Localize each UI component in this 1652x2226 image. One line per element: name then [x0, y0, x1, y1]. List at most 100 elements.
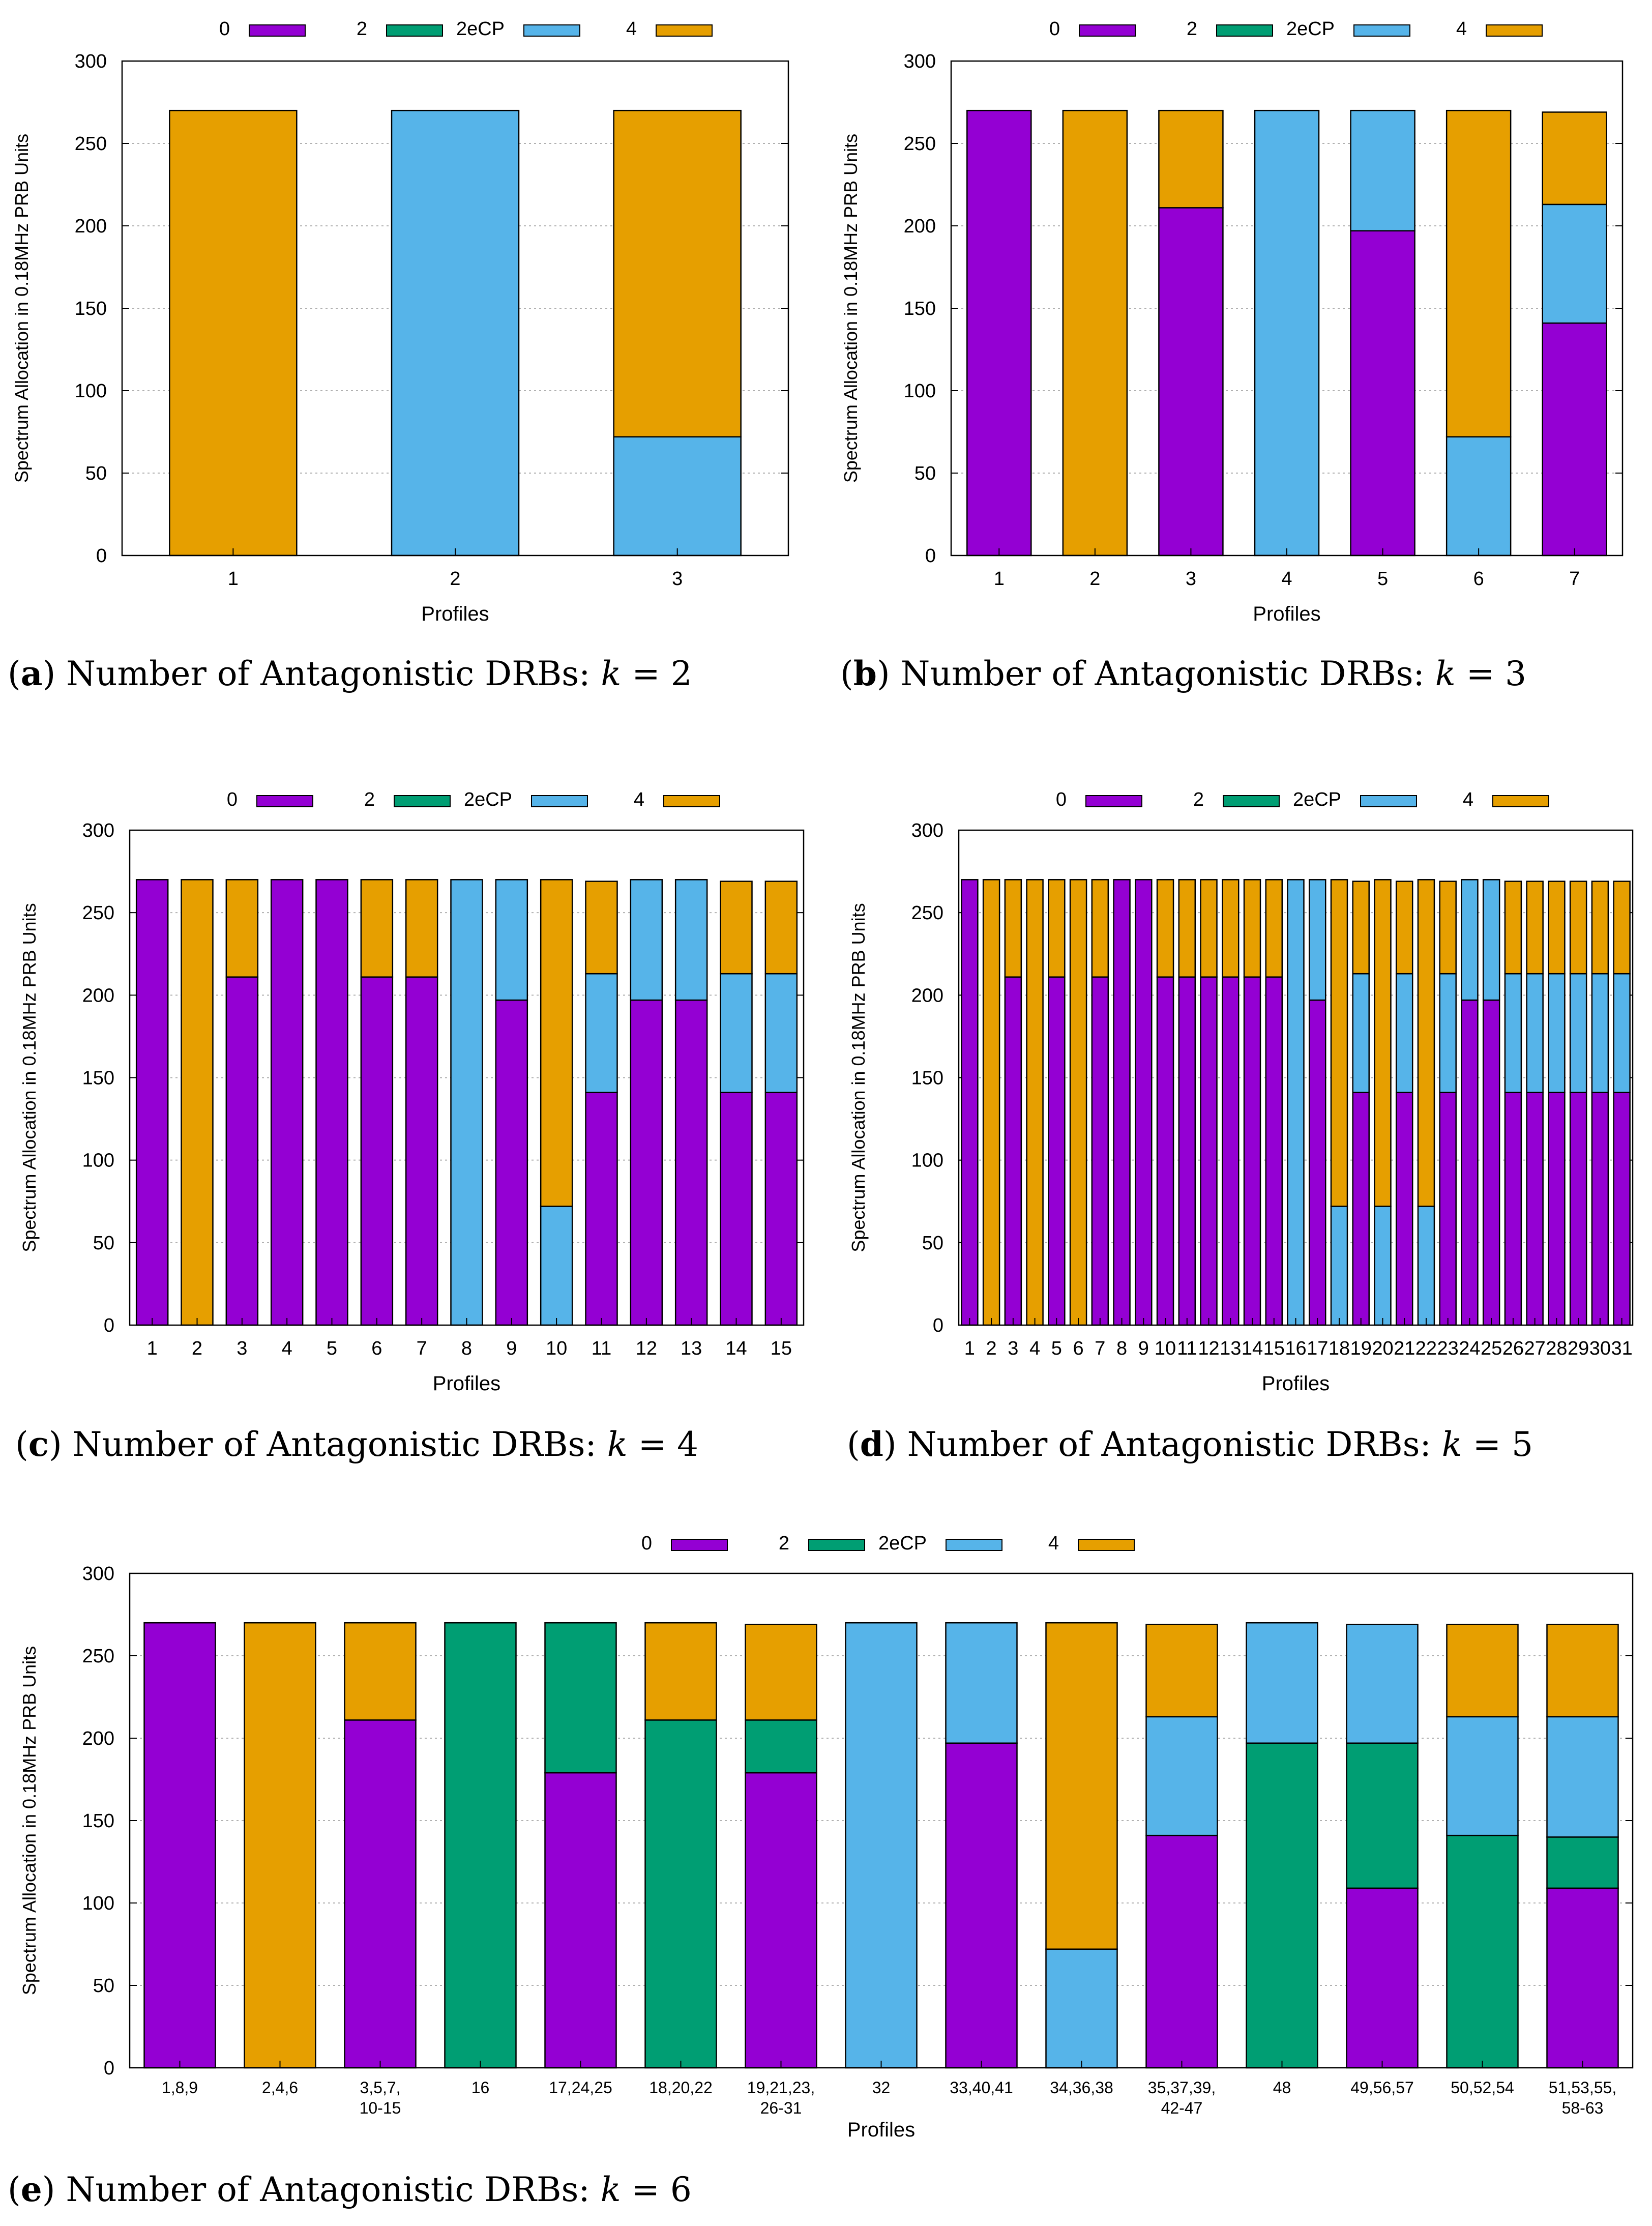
x-tick-label: 26-31	[760, 2099, 802, 2117]
bar-segment	[540, 1206, 573, 1326]
bar-segment	[613, 109, 742, 437]
legend-swatch	[523, 24, 580, 37]
bar-segment	[1548, 973, 1566, 1093]
bar-segment	[225, 976, 259, 1326]
bar-segment	[945, 1622, 1018, 1744]
legend-swatch	[249, 24, 306, 37]
bar-segment	[1542, 203, 1607, 324]
legend-label: 4	[634, 789, 644, 810]
bar-segment	[1548, 881, 1566, 975]
bar-segment	[1352, 1092, 1370, 1326]
bar-segment	[135, 879, 169, 1326]
x-tick-label: 9	[1138, 1338, 1149, 1359]
bar-segment	[745, 1719, 817, 1774]
x-tick-label: 14	[1242, 1338, 1263, 1359]
bar-segment	[1461, 879, 1479, 1001]
x-tick-label: 3	[672, 568, 683, 590]
x-tick-label: 13	[681, 1338, 702, 1359]
y-tick-label: 300	[911, 820, 943, 841]
legend-swatch	[1085, 795, 1142, 807]
plot-frame	[950, 60, 1624, 556]
bar-segment	[1222, 879, 1240, 978]
y-tick-label: 100	[82, 1150, 114, 1171]
x-tick-label: 28	[1546, 1338, 1567, 1359]
bar-segment	[1395, 881, 1413, 975]
legend-swatch	[808, 1539, 865, 1551]
bar-segment	[1048, 879, 1066, 978]
bar-segment	[1145, 1716, 1218, 1836]
x-tick-label: 3	[1008, 1338, 1018, 1359]
y-tick-label: 200	[82, 985, 114, 1006]
y-tick-label: 0	[96, 545, 107, 567]
bar-segment	[360, 879, 394, 978]
bar-segment	[1526, 1092, 1544, 1326]
x-tick-label: 2	[986, 1338, 997, 1359]
bar-segment	[1222, 976, 1240, 1326]
bar-segment	[169, 109, 298, 556]
bar-segment	[1069, 879, 1087, 1326]
y-tick-label: 0	[925, 545, 936, 567]
legend-swatch	[1078, 1539, 1135, 1551]
x-tick-label: 20	[1372, 1338, 1393, 1359]
bar-segment	[1461, 999, 1479, 1326]
bar-segment	[1265, 879, 1283, 978]
chart-b: 0 50 100 150 200 250 300 1 2 3 4 5 6 7 Profiles Spectru…	[840, 18, 1624, 625]
legend-swatch	[1079, 24, 1136, 37]
bar-segment	[644, 1719, 717, 2069]
bar-segment	[1446, 1716, 1519, 1836]
bar-segment	[644, 1622, 717, 1721]
legend-label: 2	[364, 789, 375, 810]
bar-segment	[1004, 879, 1022, 978]
legend-swatch	[1360, 795, 1417, 807]
y-tick-label: 300	[82, 1563, 114, 1585]
y-tick-label: 250	[82, 902, 114, 924]
x-axis-label: Profiles	[1253, 603, 1320, 625]
x-tick-label: 33,40,41	[950, 2078, 1013, 2097]
x-tick-label: 30	[1589, 1338, 1611, 1359]
legend-swatch	[386, 24, 443, 37]
y-tick-label: 250	[911, 902, 943, 924]
bar-segment	[982, 879, 1000, 1326]
legend-swatch	[531, 795, 588, 807]
caption-c: (c) Number of Antagonistic DRBs: k = 4	[15, 1424, 699, 1464]
bar-segment	[674, 879, 708, 1001]
x-tick-label: 1,8,9	[162, 2078, 198, 2097]
x-tick-label: 2	[1089, 568, 1100, 590]
bar-segment	[1569, 881, 1587, 975]
legend-label: 4	[1463, 789, 1473, 810]
bar-segment	[143, 1622, 216, 2069]
x-axis-label: Profiles	[847, 2119, 915, 2141]
bar-segment	[1091, 976, 1109, 1326]
legend-label: 2eCP	[464, 789, 512, 810]
x-tick-label: 22	[1415, 1338, 1437, 1359]
bar-segment	[720, 1092, 753, 1326]
bar-segment	[1526, 973, 1544, 1093]
x-axis-label: Profiles	[1262, 1372, 1330, 1395]
bar-segment	[1526, 881, 1544, 975]
bar-segment	[181, 879, 214, 1326]
bar-segment	[1482, 999, 1500, 1326]
bar-segment	[1254, 109, 1320, 556]
x-tick-label: 23	[1437, 1338, 1459, 1359]
bar-segment	[405, 879, 438, 978]
legend-label: 2eCP	[456, 18, 505, 40]
bar-segment	[1265, 976, 1283, 1326]
bar-segment	[745, 1624, 817, 1721]
y-tick-label: 100	[75, 380, 107, 402]
x-tick-label: 19	[1350, 1338, 1372, 1359]
x-tick-label: 51,53,55,	[1549, 2078, 1616, 2097]
x-tick-label: 49,56,57	[1350, 2078, 1414, 2097]
x-tick-label: 18,20,22	[649, 2078, 713, 2097]
x-tick-label: 4	[1029, 1338, 1040, 1359]
bar-segment	[1591, 1092, 1609, 1326]
y-tick-label: 0	[104, 1315, 114, 1336]
x-tick-label: 5	[1377, 568, 1388, 590]
bar-segment	[1091, 879, 1109, 978]
bar-segment	[1439, 881, 1457, 975]
x-tick-label: 10	[1155, 1338, 1176, 1359]
bar-segment	[1145, 1834, 1218, 2069]
bar-segment	[1613, 881, 1631, 975]
bar-segment	[1350, 109, 1415, 231]
y-tick-label: 250	[82, 1646, 114, 1667]
